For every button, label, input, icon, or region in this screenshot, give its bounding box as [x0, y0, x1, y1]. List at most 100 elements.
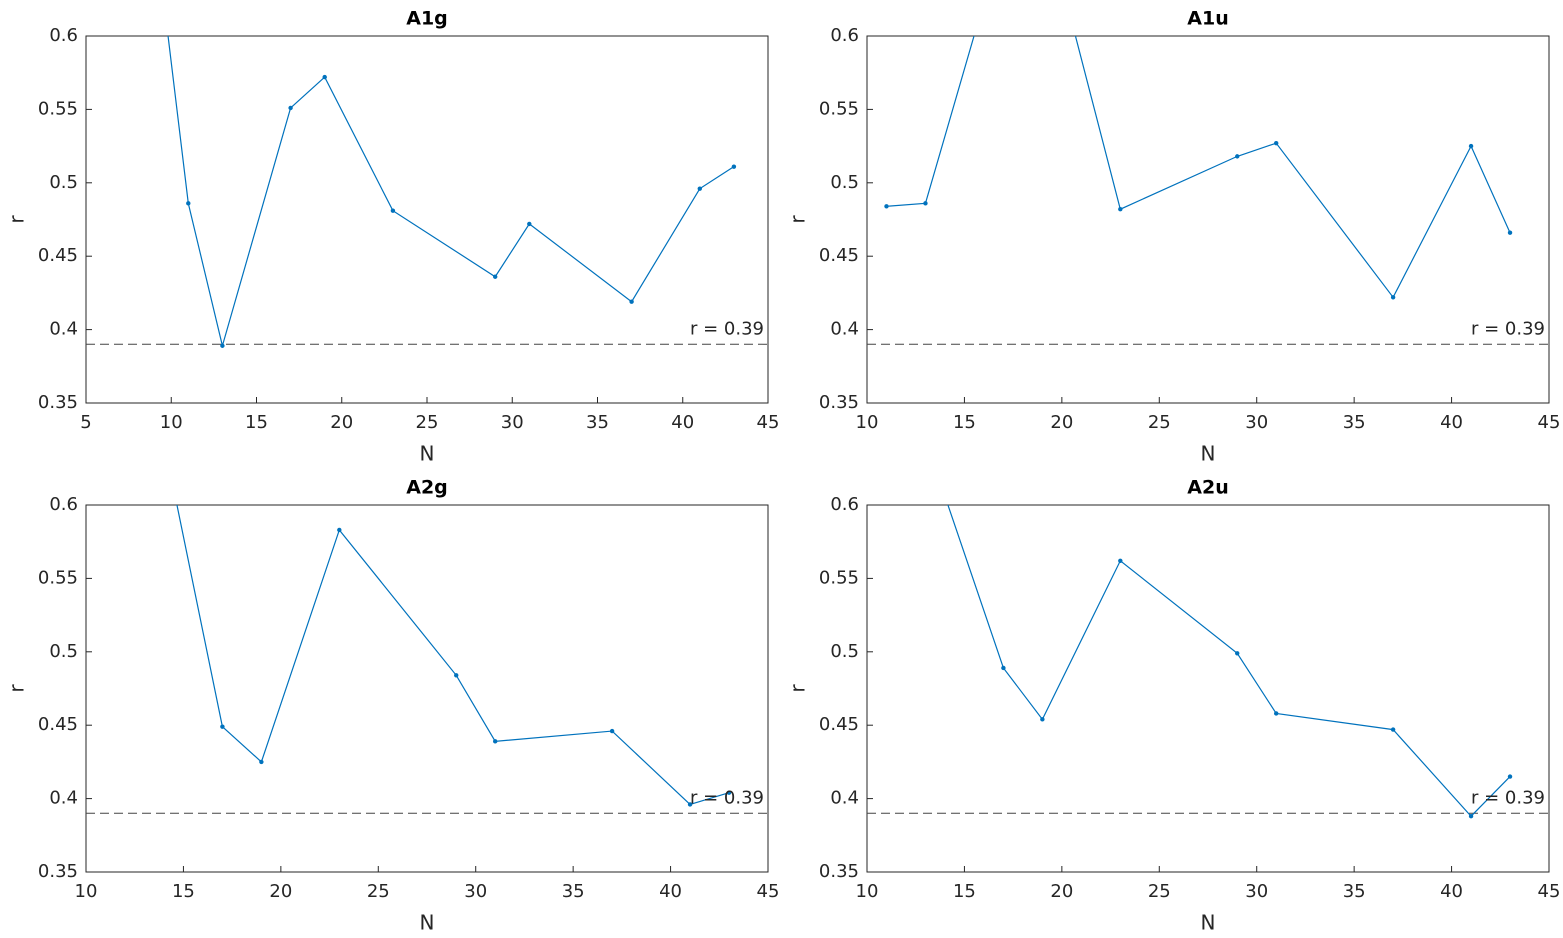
data-point [493, 274, 498, 279]
data-point [1274, 711, 1279, 716]
y-axis-label: r [786, 215, 810, 224]
x-tick-label: 30 [501, 412, 524, 433]
data-point [629, 299, 634, 304]
x-tick-label: 35 [1343, 881, 1366, 902]
y-axis-label: r [5, 215, 29, 224]
x-tick-label: 20 [1050, 881, 1073, 902]
data-point [390, 208, 396, 213]
plot-area [866, 35, 1550, 404]
y-tick-label: 0.45 [38, 245, 78, 266]
x-tick-label: 35 [586, 412, 609, 433]
y-tick-label: 0.5 [49, 172, 78, 193]
y-tick-label: 0.4 [49, 319, 78, 340]
chart-title: A1g [406, 8, 448, 30]
x-tick-label: 40 [1440, 412, 1463, 433]
y-axis-label: r [786, 684, 810, 693]
data-point [1040, 717, 1045, 722]
y-tick-label: 0.45 [819, 245, 859, 266]
x-tick-label: 10 [856, 412, 879, 433]
y-tick-label: 0.4 [830, 319, 859, 340]
data-point [1001, 665, 1006, 671]
x-tick-label: 40 [1440, 881, 1463, 902]
x-tick-label: 30 [1245, 412, 1268, 433]
x-tick-label: 20 [1050, 412, 1073, 433]
y-tick-label: 0.35 [38, 861, 78, 882]
y-tick-label: 0.5 [49, 641, 78, 662]
data-point [1118, 207, 1123, 212]
x-tick-label: 10 [856, 881, 879, 902]
data-point [1274, 140, 1279, 146]
data-point [923, 201, 928, 206]
data-point [697, 186, 702, 191]
x-tick-label: 45 [1538, 881, 1561, 902]
x-tick-label: 15 [953, 881, 976, 902]
y-tick-label: 0.4 [49, 788, 78, 809]
x-tick-label: 5 [80, 412, 91, 433]
plot-content [86, 505, 768, 814]
x-tick-label: 45 [1538, 412, 1561, 433]
data-point [884, 204, 889, 209]
x-axis-label: N [1201, 442, 1216, 466]
plot-area [85, 504, 769, 873]
y-tick-label: 0.55 [819, 567, 859, 588]
x-tick-label: 35 [1343, 412, 1366, 433]
data-point [220, 724, 225, 729]
x-axis-label: N [420, 911, 435, 935]
y-tick-label: 0.5 [830, 641, 859, 662]
data-point [220, 343, 225, 348]
data-point [731, 164, 737, 169]
x-tick-label: 25 [416, 412, 439, 433]
y-axis-label: r [5, 684, 29, 693]
y-tick-label: 0.6 [49, 494, 78, 515]
y-tick-label: 0.6 [830, 494, 859, 515]
plot-content [867, 36, 1549, 345]
data-point [1507, 230, 1513, 235]
data-point [609, 728, 615, 734]
threshold-label: r = 0.39 [1471, 318, 1545, 339]
data-line [886, 36, 1511, 299]
x-tick-label: 10 [160, 412, 183, 433]
x-tick-label: 45 [757, 881, 780, 902]
chart-title: A2g [406, 477, 448, 499]
x-tick-label: 15 [953, 412, 976, 433]
plot-area [866, 504, 1550, 873]
plot-area [85, 35, 769, 404]
threshold-label: r = 0.39 [690, 787, 764, 808]
y-tick-label: 0.55 [819, 98, 859, 119]
data-point [1468, 814, 1474, 819]
data-point [493, 739, 498, 744]
data-point [259, 759, 264, 765]
data-point [1390, 727, 1396, 732]
x-tick-label: 40 [659, 881, 682, 902]
x-tick-label: 15 [245, 412, 268, 433]
chart-title: A1u [1187, 8, 1228, 30]
data-point [337, 527, 342, 533]
data-point [186, 201, 191, 206]
y-tick-label: 0.35 [819, 392, 859, 413]
x-tick-label: 35 [562, 881, 585, 902]
data-point [527, 221, 532, 227]
data-point [687, 802, 693, 807]
y-tick-label: 0.35 [38, 392, 78, 413]
x-axis-label: N [1201, 911, 1216, 935]
x-tick-label: 20 [269, 881, 292, 902]
threshold-label: r = 0.39 [1471, 787, 1545, 808]
x-tick-label: 15 [172, 881, 195, 902]
data-point [1235, 154, 1240, 159]
x-tick-label: 30 [1245, 881, 1268, 902]
plot-content [867, 437, 1549, 819]
y-tick-label: 0.6 [49, 25, 78, 46]
x-tick-label: 25 [367, 881, 390, 902]
x-tick-label: 45 [757, 412, 780, 433]
threshold-label: r = 0.39 [690, 318, 764, 339]
data-point [1507, 774, 1513, 779]
x-tick-label: 20 [330, 412, 353, 433]
y-tick-label: 0.5 [830, 172, 859, 193]
chart-title: A2u [1187, 477, 1228, 499]
x-tick-label: 25 [1148, 412, 1171, 433]
data-point [1468, 143, 1474, 149]
data-point [923, 437, 927, 441]
y-tick-label: 0.55 [38, 567, 78, 588]
plot-content [86, 36, 768, 349]
